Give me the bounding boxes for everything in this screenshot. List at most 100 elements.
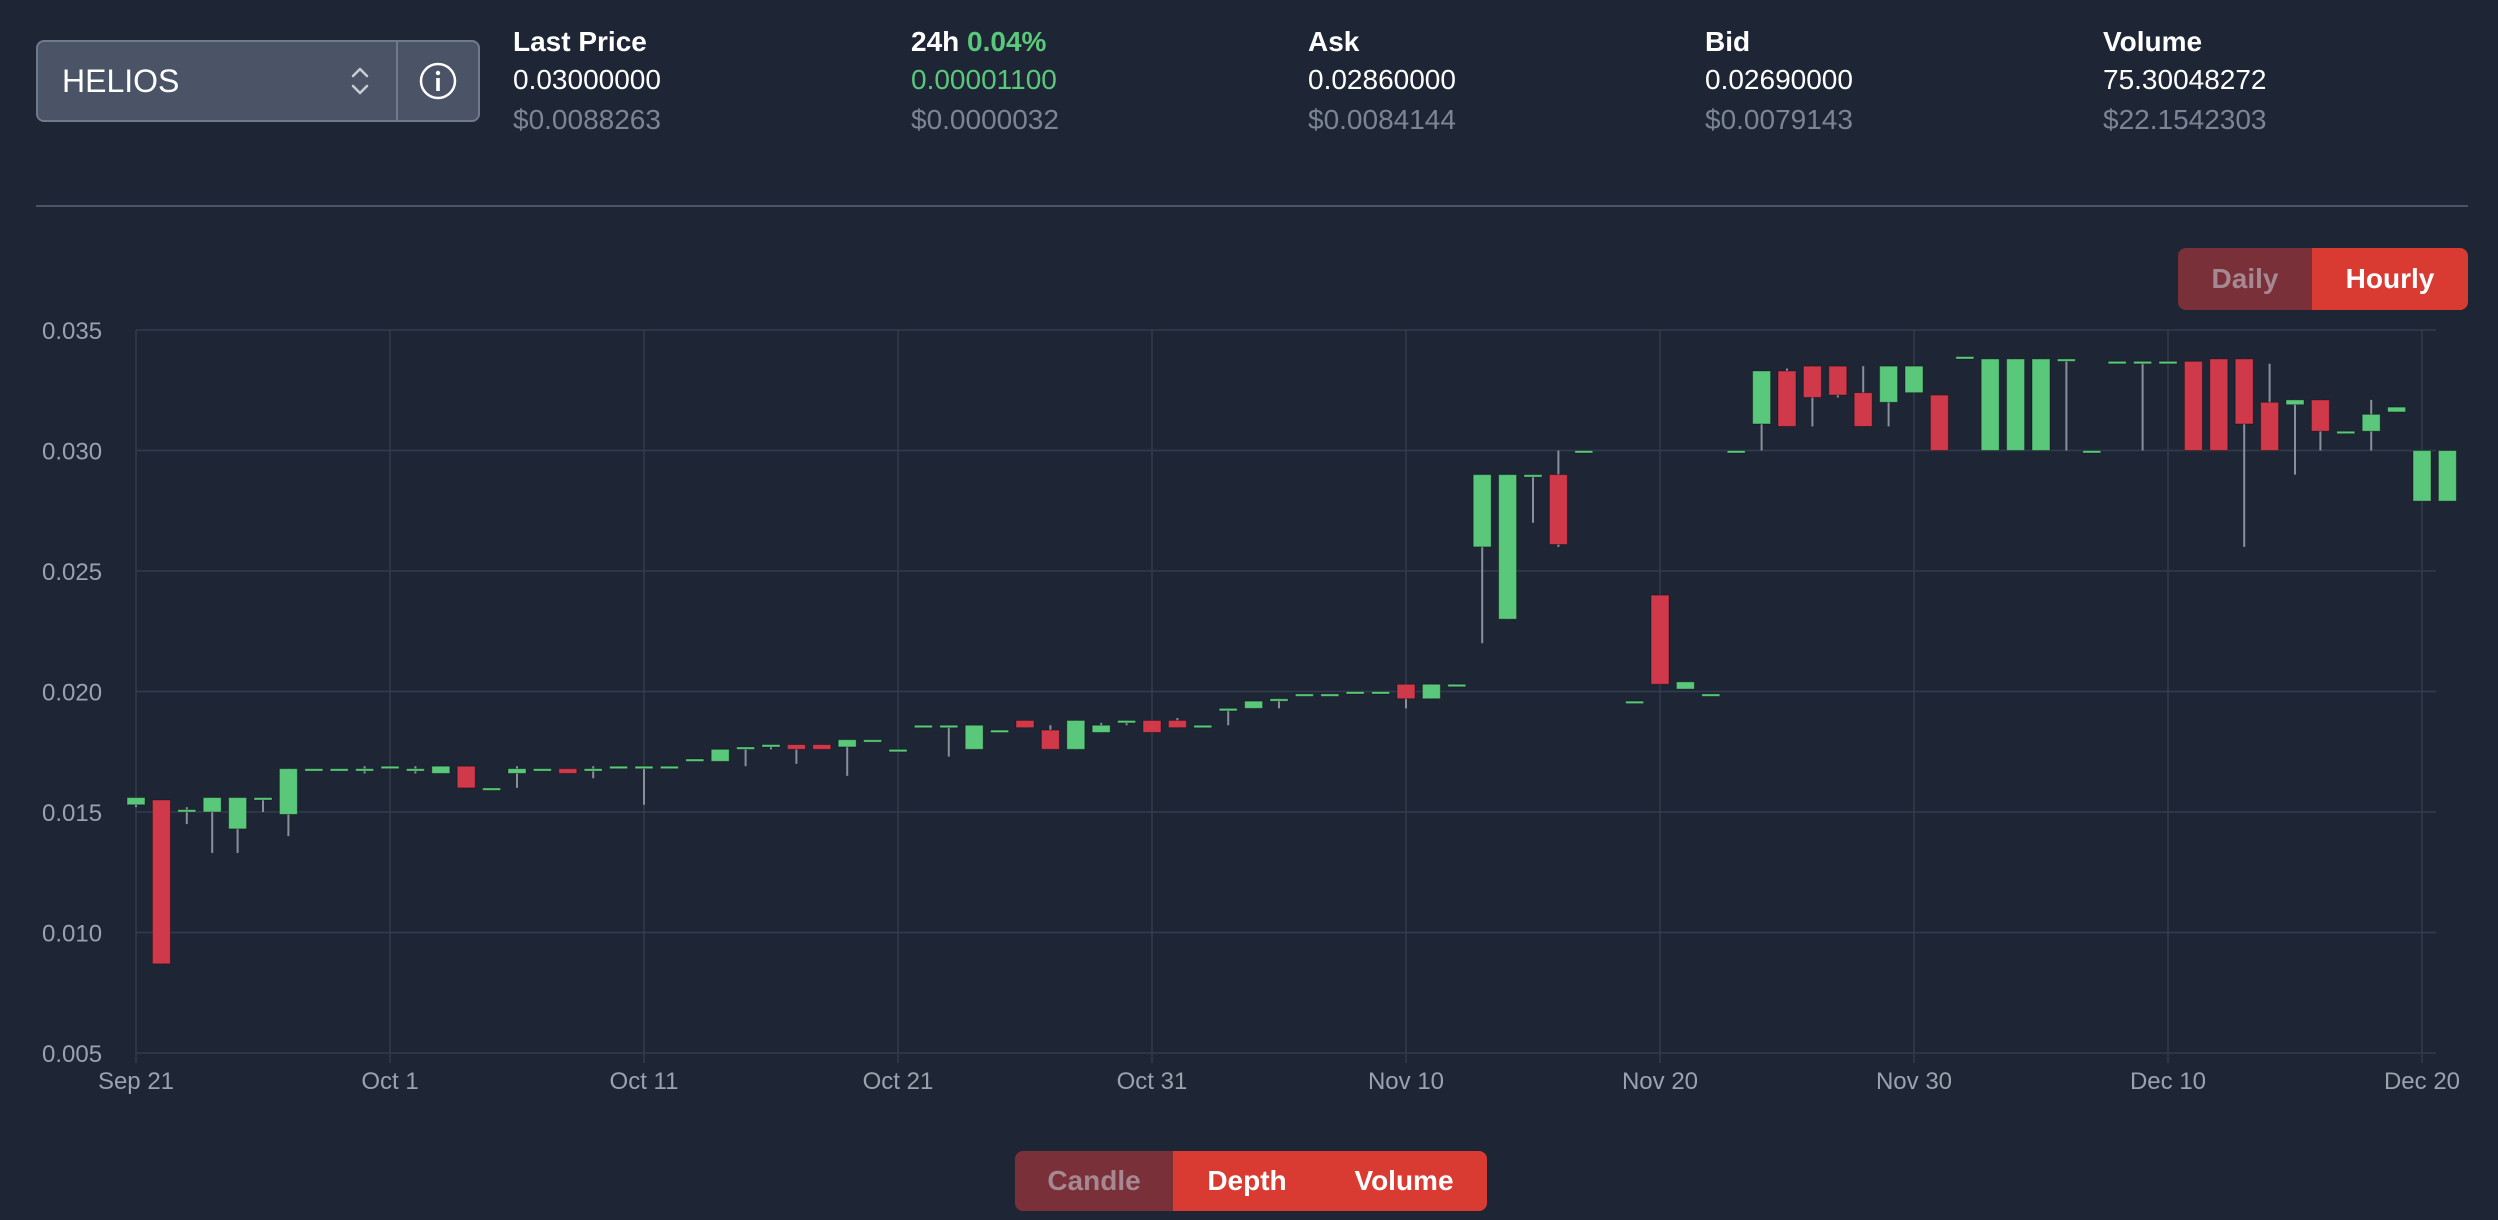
candle xyxy=(405,766,425,774)
candle xyxy=(1421,683,1441,700)
candle-body xyxy=(151,799,171,965)
candle-body xyxy=(355,768,375,772)
candle-body xyxy=(126,797,146,806)
candle xyxy=(888,748,908,753)
candle xyxy=(1828,365,1848,398)
candle xyxy=(736,746,756,767)
candle-body xyxy=(431,765,451,774)
candle-body xyxy=(532,768,552,772)
candle xyxy=(1091,722,1111,733)
stat-usd-value: $22.1542303 xyxy=(2103,104,2267,135)
candle-body xyxy=(913,724,933,729)
candle-body xyxy=(507,768,527,774)
depth-button[interactable]: Depth xyxy=(1173,1151,1321,1211)
candle-body xyxy=(2260,401,2280,451)
x-tick-label: Dec 10 xyxy=(2130,1068,2206,1095)
candle xyxy=(812,744,832,750)
candle xyxy=(177,807,197,825)
candle xyxy=(1625,700,1645,705)
y-tick-label: 0.005 xyxy=(42,1041,102,1068)
candle xyxy=(1929,394,1949,452)
candle xyxy=(1142,719,1162,733)
candle xyxy=(507,766,527,788)
candle-body xyxy=(1625,700,1645,705)
candle xyxy=(1345,691,1365,695)
candle xyxy=(278,768,298,837)
candle xyxy=(1752,370,1772,451)
candle xyxy=(1904,365,1924,394)
candle-body xyxy=(2310,399,2330,432)
x-tick-label: Oct 1 xyxy=(361,1068,418,1095)
candle xyxy=(253,797,273,812)
stat-value: 0.02860000 xyxy=(1308,64,1456,95)
candle xyxy=(786,744,806,764)
candle xyxy=(1015,719,1035,729)
candle-body xyxy=(710,748,730,762)
candle xyxy=(2336,430,2356,435)
stat-usd-value: $0.0084144 xyxy=(1308,104,1456,135)
candle xyxy=(837,739,857,776)
candle-body xyxy=(659,765,679,770)
stat-label: Volume xyxy=(2103,26,2203,57)
candle xyxy=(456,765,476,789)
stat-value: 75.30048272 xyxy=(2103,64,2267,95)
candle xyxy=(2056,358,2076,451)
candle xyxy=(1066,719,1086,750)
candle xyxy=(2082,450,2102,454)
candle-body xyxy=(1752,370,1772,425)
daily-button[interactable]: Daily xyxy=(2178,248,2312,310)
stat-value: 0.03000000 xyxy=(513,64,661,95)
candle xyxy=(2158,360,2178,365)
candle-body xyxy=(2107,360,2127,365)
candle-body xyxy=(1066,719,1086,750)
candle xyxy=(482,787,502,791)
stat-bid: Bid 0.02690000 $0.0079143 xyxy=(1705,24,1853,140)
candle-body xyxy=(2006,358,2026,452)
candle-body xyxy=(1523,474,1543,478)
candle-body xyxy=(1675,681,1695,690)
stat-volume: Volume 75.30048272 $22.1542303 xyxy=(2103,24,2267,140)
hourly-button[interactable]: Hourly xyxy=(2312,248,2468,310)
candle-body xyxy=(583,768,603,772)
volume-button[interactable]: Volume xyxy=(1321,1151,1487,1211)
x-tick-label: Oct 31 xyxy=(1117,1068,1188,1095)
market-selector[interactable]: HELIOS xyxy=(36,40,480,122)
candle-body xyxy=(482,787,502,791)
candle-body xyxy=(2133,360,2153,365)
x-tick-label: Nov 20 xyxy=(1622,1068,1698,1095)
candle xyxy=(532,768,552,772)
candle-body xyxy=(609,765,629,770)
candle xyxy=(1447,683,1467,688)
candle-body xyxy=(1828,365,1848,396)
candle-body xyxy=(2183,360,2203,451)
candle-body xyxy=(1472,474,1492,548)
candle xyxy=(659,765,679,770)
candle-body xyxy=(1269,698,1289,702)
candle-body xyxy=(2361,413,2381,432)
info-button[interactable] xyxy=(396,42,478,120)
candle xyxy=(1193,724,1213,729)
candle xyxy=(228,797,248,853)
candle-body xyxy=(1396,683,1416,700)
candle-body xyxy=(2031,358,2051,452)
candle-body xyxy=(1117,719,1137,724)
candle xyxy=(1955,356,1975,360)
stat-value: 0.02690000 xyxy=(1705,64,1853,95)
stat-label: 24h 0.04% xyxy=(911,26,1047,57)
candle-button[interactable]: Candle xyxy=(1015,1151,1173,1211)
y-tick-label: 0.015 xyxy=(42,800,102,827)
candle xyxy=(1853,366,1873,427)
stat-label: Bid xyxy=(1705,26,1751,57)
candle xyxy=(609,765,629,770)
candle-body xyxy=(1879,365,1899,403)
candle xyxy=(1650,594,1670,685)
candle xyxy=(1371,691,1391,695)
candle-body xyxy=(2412,450,2432,502)
candle-body xyxy=(1980,358,2000,452)
candle xyxy=(355,766,375,774)
candle xyxy=(2260,363,2280,451)
candle xyxy=(2031,358,2051,452)
candle-body xyxy=(1802,365,1822,398)
market-select[interactable]: HELIOS xyxy=(38,42,396,120)
